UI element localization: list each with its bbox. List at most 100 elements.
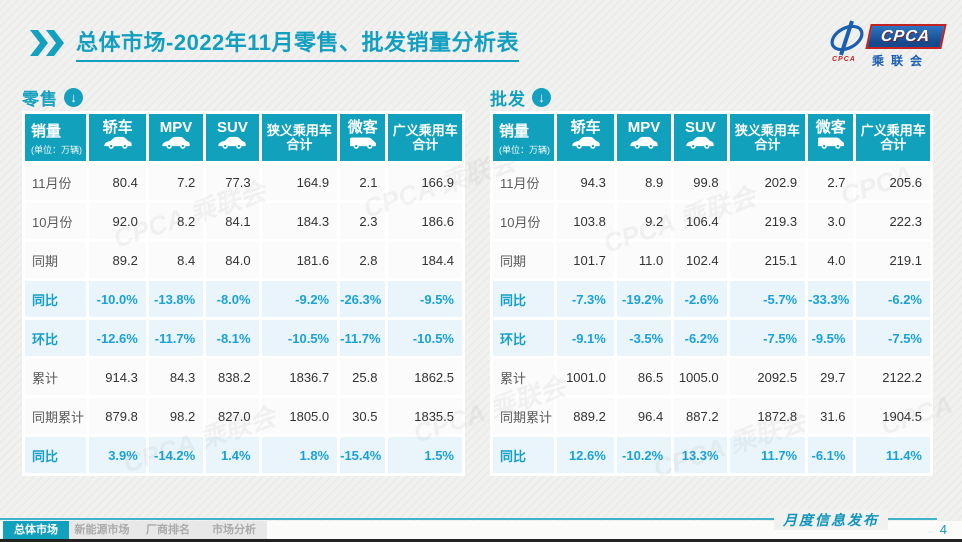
column-header: 微客 <box>337 111 389 164</box>
data-cell: -11.7% <box>145 317 207 359</box>
data-cell: 3.9% <box>86 434 149 476</box>
table-row: 同比 12.6% -10.2% 13.3% 11.7% -6.1% 11.4% <box>489 434 933 476</box>
table-row: 环比 -9.1% -3.5% -6.2% -7.5% -9.5% -7.5% <box>489 317 933 359</box>
data-cell: 86.5 <box>613 356 675 398</box>
data-cell: 1.8% <box>258 434 341 476</box>
data-cell: -8.0% <box>203 278 262 320</box>
data-cell: -12.6% <box>86 317 149 359</box>
data-cell: 914.3 <box>86 356 149 398</box>
column-header: 轿车 <box>86 111 149 164</box>
data-cell: -33.3% <box>805 278 857 320</box>
wholesale-table: 销量 (单位：万辆) 轿车 MPV SUV 狭义乘用车 合计 微客 广义乘用车 合计 11月份 9… <box>489 111 933 476</box>
sedan-icon <box>685 137 715 154</box>
column-header: 微客 <box>805 111 857 164</box>
data-cell: 94.3 <box>554 161 617 203</box>
data-cell: 103.8 <box>554 200 617 242</box>
wholesale-section-header: 批发 ↓ <box>490 84 933 111</box>
data-cell: -9.1% <box>554 317 617 359</box>
down-arrow-icon: ↓ <box>532 88 551 107</box>
column-header-unit: 销量 (单位：万辆) <box>489 111 558 164</box>
retail-section-header: 零售 ↓ <box>22 84 465 111</box>
table-row: 环比 -12.6% -11.7% -8.1% -10.5% -11.7% -10.5% <box>21 317 465 359</box>
data-cell: 98.2 <box>145 395 207 437</box>
data-cell: 838.2 <box>203 356 262 398</box>
data-cell: 30.5 <box>337 395 389 437</box>
data-cell: 106.4 <box>671 200 730 242</box>
data-cell: 222.3 <box>853 200 933 242</box>
data-cell: 1805.0 <box>258 395 341 437</box>
row-label: 同期 <box>21 239 90 281</box>
cpca-swoosh-icon <box>828 18 866 63</box>
table-row: 11月份 94.3 8.9 99.8 202.9 2.7 205.6 <box>489 161 933 203</box>
data-cell: -9.5% <box>805 317 857 359</box>
data-cell: 31.6 <box>805 395 857 437</box>
double-chevron-icon <box>30 30 66 56</box>
table-row: 11月份 80.4 7.2 77.3 164.9 2.1 166.9 <box>21 161 465 203</box>
data-cell: 8.9 <box>613 161 675 203</box>
data-cell: 1.5% <box>385 434 465 476</box>
data-cell: 219.1 <box>853 239 933 281</box>
data-cell: -5.7% <box>726 278 809 320</box>
data-cell: 101.7 <box>554 239 617 281</box>
data-cell: 184.4 <box>385 239 465 281</box>
cpca-logo: CPCA CPCA 乘联会 <box>826 14 947 68</box>
data-cell: 1904.5 <box>853 395 933 437</box>
page-title-rest: -2022年11月零售、批发销量分析表 <box>166 29 520 55</box>
data-cell: 1836.7 <box>258 356 341 398</box>
data-cell: 1872.8 <box>726 395 809 437</box>
data-cell: 215.1 <box>726 239 809 281</box>
page-title-main: 总体市场 <box>76 29 167 55</box>
retail-table: 销量 (单位：万辆) 轿车 MPV SUV 狭义乘用车 合计 微客 广义乘用车 合计 11月份 8… <box>21 111 465 476</box>
data-cell: 889.2 <box>554 395 617 437</box>
data-cell: -13.8% <box>145 278 207 320</box>
wholesale-section-title: 批发 <box>490 90 526 109</box>
data-cell: 89.2 <box>86 239 149 281</box>
row-label: 11月份 <box>21 161 90 203</box>
footer-tab-2[interactable]: 新能源市场 <box>69 521 135 539</box>
data-cell: 827.0 <box>203 395 262 437</box>
data-cell: 887.2 <box>671 395 730 437</box>
row-label: 累计 <box>21 356 90 398</box>
column-header: 轿车 <box>554 111 617 164</box>
table-row: 累计 1001.0 86.5 1005.0 2092.5 29.7 2122.2 <box>489 356 933 398</box>
data-cell: -9.5% <box>385 278 465 320</box>
sedan-icon <box>217 137 247 154</box>
data-cell: 92.0 <box>86 200 149 242</box>
van-icon <box>816 137 846 154</box>
data-cell: -26.3% <box>337 278 389 320</box>
row-label: 同比 <box>489 278 558 320</box>
footer-tab-4[interactable]: 市场分析 <box>201 521 267 539</box>
data-cell: 1835.5 <box>385 395 465 437</box>
data-cell: 77.3 <box>203 161 262 203</box>
data-cell: 181.6 <box>258 239 341 281</box>
data-cell: 84.3 <box>145 356 207 398</box>
row-label: 11月份 <box>489 161 558 203</box>
data-cell: 2.8 <box>337 239 389 281</box>
retail-section-title: 零售 <box>22 90 58 109</box>
data-cell: -6.1% <box>805 434 857 476</box>
data-cell: 84.0 <box>203 239 262 281</box>
table-row: 同期 89.2 8.4 84.0 181.6 2.8 184.4 <box>21 239 465 281</box>
data-cell: -2.6% <box>671 278 730 320</box>
data-cell: 7.2 <box>145 161 207 203</box>
data-cell: 102.4 <box>671 239 730 281</box>
table-row: 同比 3.9% -14.2% 1.4% 1.8% -15.4% 1.5% <box>21 434 465 476</box>
data-cell: 184.3 <box>258 200 341 242</box>
data-cell: -6.2% <box>671 317 730 359</box>
table-row: 同期 101.7 11.0 102.4 215.1 4.0 219.1 <box>489 239 933 281</box>
data-cell: 29.7 <box>805 356 857 398</box>
cpca-chinese-name: 乘联会 <box>872 54 930 68</box>
footer-tab-1[interactable]: 总体市场 <box>3 521 69 539</box>
data-cell: -15.4% <box>337 434 389 476</box>
table-row: 同期累计 879.8 98.2 827.0 1805.0 30.5 1835.5 <box>21 395 465 437</box>
footer-tab-3[interactable]: 厂商排名 <box>135 521 201 539</box>
data-cell: -7.5% <box>853 317 933 359</box>
data-cell: 164.9 <box>258 161 341 203</box>
data-cell: 11.0 <box>613 239 675 281</box>
cpca-acronym-badge: CPCA <box>865 24 947 49</box>
data-cell: 84.1 <box>203 200 262 242</box>
data-cell: 186.6 <box>385 200 465 242</box>
data-cell: 11.4% <box>853 434 933 476</box>
column-header: 广义乘用车 合计 <box>385 111 465 164</box>
sedan-icon <box>629 137 659 154</box>
